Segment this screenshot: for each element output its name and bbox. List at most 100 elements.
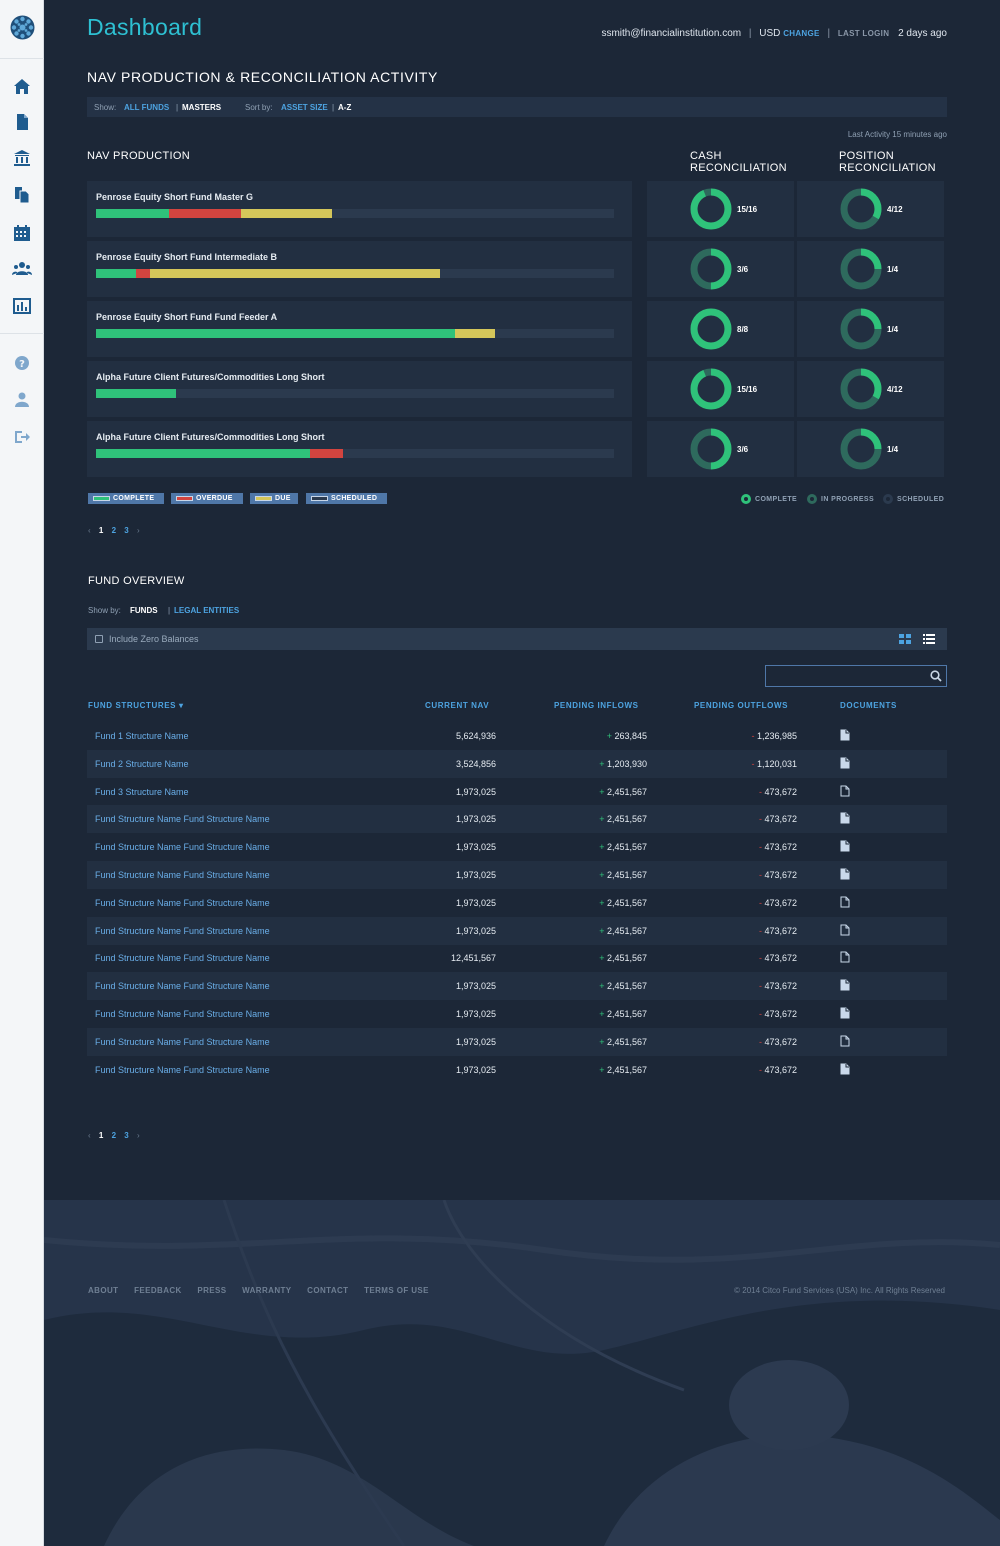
- col-fund-structures[interactable]: FUND STRUCTURES ▾: [88, 701, 184, 710]
- position-recon-cell[interactable]: 4/12: [797, 181, 944, 237]
- file-outline-icon[interactable]: [840, 1035, 850, 1047]
- grid-view-icon[interactable]: [899, 634, 911, 644]
- fund-structure-link[interactable]: Fund Structure Name Fund Structure Name: [95, 814, 270, 825]
- next-page-icon[interactable]: ›: [136, 1131, 140, 1140]
- nav-production-row[interactable]: Penrose Equity Short Fund Intermediate B: [87, 241, 632, 297]
- bank-icon[interactable]: [12, 148, 32, 168]
- users-icon[interactable]: [12, 259, 32, 279]
- table-row[interactable]: Fund Structure Name Fund Structure Name 1…: [87, 916, 947, 945]
- position-recon-cell[interactable]: 1/4: [797, 301, 944, 357]
- table-row[interactable]: Fund Structure Name Fund Structure Name 1…: [87, 1056, 947, 1084]
- file-filled-icon[interactable]: [840, 979, 850, 991]
- prev-page-icon[interactable]: ‹: [88, 526, 91, 535]
- cash-recon-cell[interactable]: 3/6: [647, 421, 794, 477]
- table-row[interactable]: Fund Structure Name Fund Structure Name 1…: [87, 944, 947, 972]
- calendar-icon[interactable]: [12, 223, 32, 243]
- file-filled-icon[interactable]: [840, 868, 850, 880]
- nav-production-row[interactable]: Alpha Future Client Futures/Commodities …: [87, 361, 632, 417]
- footer-link-feedback[interactable]: FEEDBACK: [134, 1286, 182, 1295]
- sort-caret-icon[interactable]: ▾: [178, 701, 184, 710]
- footer-link-terms[interactable]: TERMS OF USE: [364, 1286, 429, 1295]
- cash-recon-cell[interactable]: 3/6: [647, 241, 794, 297]
- fund-structure-link[interactable]: Fund Structure Name Fund Structure Name: [95, 925, 270, 936]
- file-filled-icon[interactable]: [840, 840, 850, 852]
- nav-production-row[interactable]: Penrose Equity Short Fund Master G: [87, 181, 632, 237]
- show-by-funds-link[interactable]: FUNDS: [130, 606, 158, 615]
- table-row[interactable]: Fund Structure Name Fund Structure Name 1…: [87, 972, 947, 1001]
- show-all-funds-link[interactable]: ALL FUNDS: [124, 103, 170, 112]
- table-row[interactable]: Fund Structure Name Fund Structure Name 1…: [87, 889, 947, 917]
- fund-structure-link[interactable]: Fund 2 Structure Name: [95, 758, 189, 769]
- search-icon[interactable]: [930, 670, 942, 682]
- table-row[interactable]: Fund 1 Structure Name 5,624,936 + 263,845 -…: [87, 722, 947, 750]
- nav-production-row[interactable]: Penrose Equity Short Fund Fund Feeder A: [87, 301, 632, 357]
- col-pending-outflows[interactable]: PENDING OUTFLOWS: [694, 701, 789, 710]
- file-outline-icon[interactable]: [840, 785, 850, 797]
- fund-structure-link[interactable]: Fund Structure Name Fund Structure Name: [95, 1009, 270, 1019]
- search-input[interactable]: [765, 665, 947, 687]
- footer-link-warranty[interactable]: WARRANTY: [242, 1286, 292, 1295]
- file-outline-icon[interactable]: [840, 951, 850, 963]
- file-filled-icon[interactable]: [840, 1007, 850, 1019]
- file-filled-icon[interactable]: [840, 812, 850, 824]
- zero-balance-checkbox[interactable]: [95, 635, 103, 643]
- fund-structure-link[interactable]: Fund Structure Name Fund Structure Name: [95, 1064, 270, 1075]
- copy-icon[interactable]: [12, 185, 32, 205]
- file-filled-icon[interactable]: [840, 757, 850, 769]
- fund-structure-link[interactable]: Fund Structure Name Fund Structure Name: [95, 842, 270, 853]
- prev-page-icon[interactable]: ‹: [88, 1131, 91, 1140]
- page-2-link[interactable]: 2: [111, 526, 117, 535]
- footer-link-about[interactable]: ABOUT: [88, 1286, 119, 1295]
- page-3-link[interactable]: 3: [124, 1131, 129, 1140]
- col-pending-inflows[interactable]: PENDING INFLOWS: [554, 701, 639, 710]
- home-icon[interactable]: [12, 77, 32, 97]
- footer-link-press[interactable]: PRESS: [197, 1286, 227, 1295]
- position-recon-cell[interactable]: 1/4: [797, 241, 944, 297]
- position-recon-cell[interactable]: 4/12: [797, 361, 944, 417]
- file-outline-icon[interactable]: [840, 924, 850, 936]
- show-by-legal-entities-link[interactable]: LEGAL ENTITIES: [174, 606, 240, 615]
- page-1-link[interactable]: 1: [98, 526, 104, 535]
- change-currency-link[interactable]: CHANGE: [783, 29, 820, 38]
- col-current-nav[interactable]: CURRENT NAV: [425, 701, 490, 710]
- fund-structure-link[interactable]: Fund Structure Name Fund Structure Name: [95, 1036, 270, 1047]
- logout-icon[interactable]: [12, 427, 32, 447]
- fund-structure-link[interactable]: Fund Structure Name Fund Structure Name: [95, 981, 270, 992]
- position-recon-cell[interactable]: 1/4: [797, 421, 944, 477]
- page-2-link[interactable]: 2: [111, 1131, 117, 1140]
- file-filled-icon[interactable]: [840, 1063, 850, 1075]
- zero-balance-label: Include Zero Balances: [109, 634, 199, 644]
- file-outline-icon[interactable]: [840, 896, 850, 908]
- list-view-icon[interactable]: [923, 634, 935, 644]
- table-row[interactable]: Fund Structure Name Fund Structure Name 1…: [87, 1027, 947, 1056]
- fund-structure-link[interactable]: Fund Structure Name Fund Structure Name: [95, 953, 270, 964]
- table-row[interactable]: Fund Structure Name Fund Structure Name 1…: [87, 833, 947, 861]
- pending-outflow: - 1,120,031: [751, 758, 797, 769]
- table-row[interactable]: Fund 2 Structure Name 3,524,856 + 1,203,93…: [87, 749, 947, 778]
- show-masters-link[interactable]: MASTERS: [182, 103, 222, 112]
- fund-structure-link[interactable]: Fund Structure Name Fund Structure Name: [95, 870, 270, 880]
- document-icon[interactable]: [12, 112, 32, 132]
- page-1-link[interactable]: 1: [98, 1131, 104, 1140]
- table-row[interactable]: Fund 3 Structure Name 1,973,025 + 2,451,56…: [87, 778, 947, 806]
- table-row[interactable]: Fund Structure Name Fund Structure Name 1…: [87, 861, 947, 889]
- nav-production-row[interactable]: Alpha Future Client Futures/Commodities …: [87, 421, 632, 477]
- cash-recon-cell[interactable]: 8/8: [647, 301, 794, 357]
- logo-icon[interactable]: [10, 15, 35, 40]
- cash-recon-cell[interactable]: 15/16: [647, 181, 794, 237]
- sort-az-link[interactable]: A-Z: [338, 103, 352, 112]
- file-filled-icon[interactable]: [840, 729, 850, 741]
- fund-structure-link[interactable]: Fund Structure Name Fund Structure Name: [95, 897, 270, 908]
- user-icon[interactable]: [12, 390, 32, 410]
- table-row[interactable]: Fund Structure Name Fund Structure Name 1…: [87, 1000, 947, 1028]
- fund-structure-link[interactable]: Fund 3 Structure Name: [95, 786, 189, 797]
- help-icon[interactable]: ?: [12, 353, 32, 373]
- fund-structure-link[interactable]: Fund 1 Structure Name: [95, 731, 189, 741]
- page-3-link[interactable]: 3: [124, 526, 129, 535]
- sort-asset-size-link[interactable]: ASSET SIZE: [281, 103, 328, 112]
- cash-recon-cell[interactable]: 15/16: [647, 361, 794, 417]
- chart-icon[interactable]: [12, 296, 32, 316]
- table-row[interactable]: Fund Structure Name Fund Structure Name 1…: [87, 805, 947, 834]
- footer-link-contact[interactable]: CONTACT: [307, 1286, 349, 1295]
- next-page-icon[interactable]: ›: [136, 526, 140, 535]
